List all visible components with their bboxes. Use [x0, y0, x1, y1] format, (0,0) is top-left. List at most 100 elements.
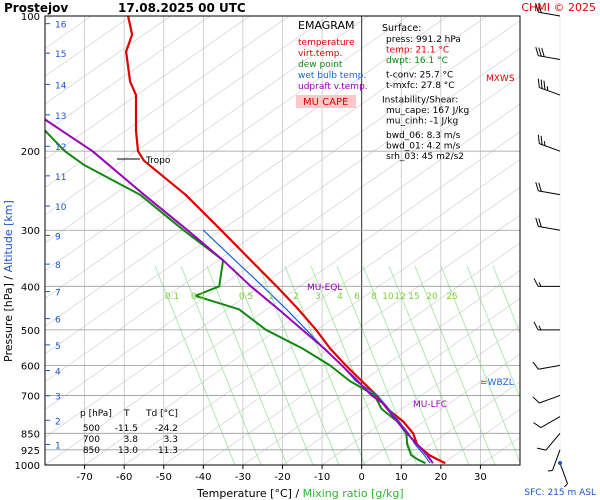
mixing-ratio-label: 2	[293, 292, 299, 302]
chart-axes: -70 -60 -50 -40 -30 -20 -10 0 10 20 30 100 200 300 400…	[15, 12, 521, 483]
adiabat-line	[45, 47, 520, 383]
table-cell: 13.0	[118, 446, 138, 456]
barb-full	[532, 396, 540, 404]
table-header: p [hPa]	[80, 409, 112, 419]
wind-barb	[533, 278, 560, 287]
barb-full	[535, 46, 539, 56]
barb-full	[535, 182, 539, 191]
wbzl-label: =WBZL	[480, 378, 514, 388]
y-tick-label: 500	[21, 326, 40, 337]
wind-barb	[533, 416, 561, 428]
table-header: T	[123, 409, 130, 419]
wind-barb	[533, 321, 560, 331]
adiabat-line	[321, 325, 520, 465]
barb-staff	[539, 394, 561, 404]
y-tick-label: 600	[21, 361, 40, 372]
wind-barb	[547, 449, 561, 472]
barb-half	[543, 141, 546, 146]
chart-grid	[45, 16, 520, 465]
y-tick-label: 300	[21, 226, 40, 237]
adiabat-line	[401, 381, 520, 465]
altitude-label: 6	[55, 316, 61, 326]
mixing-ratio-label: 8	[371, 292, 377, 302]
y-tick-label: 700	[21, 391, 40, 402]
table-cell: 700	[83, 435, 100, 445]
station-name: Prostejov	[4, 1, 68, 15]
altitude-label: 11	[55, 173, 66, 183]
adiabat-line	[45, 16, 290, 188]
y-axis-title: Pressure [hPa] / Altitude [km]	[2, 200, 15, 362]
barb-full	[540, 135, 543, 145]
mixing-ratio-label: 15	[408, 292, 419, 302]
x-tick-label: 10	[395, 472, 408, 483]
x-tick-label: 20	[434, 472, 447, 483]
barb-full	[535, 3, 539, 13]
mixing-ratio-label: 0.2	[191, 292, 205, 302]
adiabat-line	[45, 75, 520, 410]
barb-full	[538, 47, 542, 57]
info-line: press: 991.2 hPa	[386, 35, 461, 45]
altitude-label: 12	[55, 143, 66, 153]
altitude-label: 10	[55, 203, 67, 213]
info-line: dwpt: 16.1 °C	[386, 56, 448, 66]
barb-full	[537, 78, 540, 88]
barb-staff	[545, 432, 561, 451]
adiabat-line	[45, 16, 250, 161]
barb-half	[547, 469, 553, 472]
legend-title: EMAGRAM	[298, 19, 355, 32]
mu-eql-label: MU-EQL	[307, 283, 342, 293]
info-line: bwd_06: 8.3 m/s	[386, 131, 461, 141]
series-udpraft-v-temp	[45, 118, 434, 464]
y-tick-label: 200	[21, 147, 40, 158]
barb-staff	[540, 416, 561, 428]
info-line: t-mxfc: 27.8 °C	[386, 81, 455, 91]
x-tick-label: 0	[358, 472, 364, 483]
adiabat-line	[45, 16, 409, 272]
altitude-label: 14	[55, 81, 67, 91]
mixing-ratio-line	[492, 265, 520, 335]
barb-staff	[538, 225, 561, 231]
mixing-ratio-label: 4	[337, 292, 343, 302]
level-table: p [hPa] T Td [°C] 500 -11.5 -24.2 700 3.8 3.3 850…	[80, 409, 178, 456]
mixing-ratio-label: 20	[426, 292, 438, 302]
table-header: Td [°C]	[145, 409, 178, 419]
barb-staff	[538, 190, 561, 196]
legend-item: virt.temp.	[298, 49, 342, 59]
x-tick-label: -10	[314, 472, 330, 483]
barb-full	[541, 48, 545, 57]
credit: CHMI © 2025	[521, 1, 596, 14]
adiabat-line	[203, 242, 520, 465]
barb-staff	[538, 55, 561, 61]
altitude-label: 7	[55, 289, 61, 299]
adiabat-line	[45, 103, 520, 438]
legend-item: wet bulb temp.	[298, 71, 366, 81]
wind-barb	[535, 217, 561, 231]
table-cell: -24.2	[155, 424, 178, 434]
mixing-ratio-label: 0.5	[239, 292, 253, 302]
table-cell: 3.3	[164, 435, 178, 445]
mixing-ratio-label: 1	[268, 292, 274, 302]
altitude-label: 15	[55, 50, 66, 60]
adiabat-line	[45, 16, 211, 133]
adiabat-line	[45, 20, 520, 355]
tropo-label: Tropo	[145, 156, 171, 166]
barb-staff	[538, 364, 561, 370]
barb-half	[538, 282, 542, 287]
adiabat-line	[282, 297, 520, 465]
x-axis-separator: /	[292, 487, 303, 500]
barb-full	[537, 134, 540, 144]
barb-half	[538, 325, 542, 331]
info-line: srh_03: 45 m2/s2	[386, 152, 464, 162]
barb-full	[533, 422, 542, 428]
x-tick-label: -60	[116, 472, 132, 483]
altitude-label: 4	[55, 368, 61, 378]
wind-barb	[537, 432, 561, 451]
altitude-label: 2	[55, 417, 61, 427]
barb-full	[533, 321, 539, 331]
wind-barb	[535, 3, 561, 17]
altitude-label: 1	[55, 441, 61, 451]
barb-full	[540, 79, 543, 89]
